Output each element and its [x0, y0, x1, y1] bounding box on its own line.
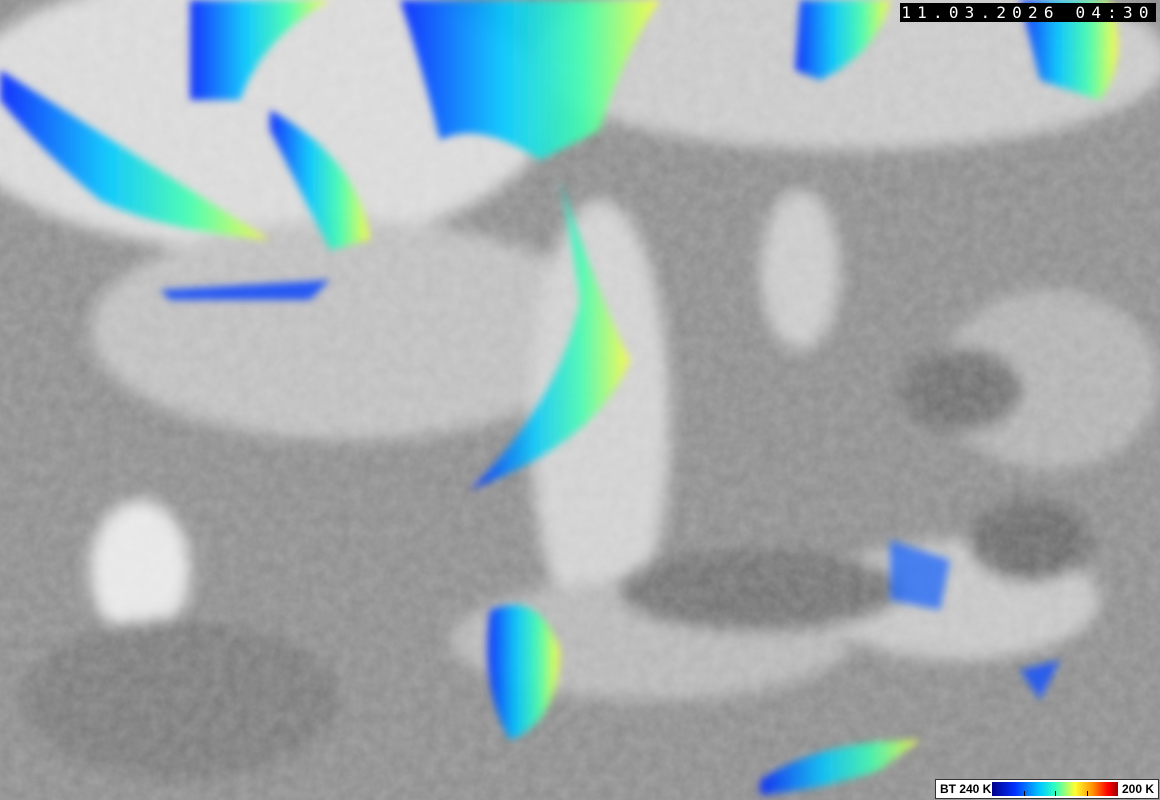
cold-cloud-tops	[0, 0, 1118, 795]
timestamp-label: 11.03.2026 04:30	[900, 3, 1156, 22]
legend-low-label: BT 240 K	[940, 782, 992, 796]
legend-tick	[1023, 791, 1025, 796]
legend-high-label: 200 K	[1122, 782, 1155, 796]
legend-tick	[1086, 791, 1088, 796]
brightness-temperature-legend: BT 240 K 200 K	[935, 779, 1159, 799]
legend-color-bar	[992, 782, 1118, 796]
legend-tick	[1055, 791, 1056, 796]
